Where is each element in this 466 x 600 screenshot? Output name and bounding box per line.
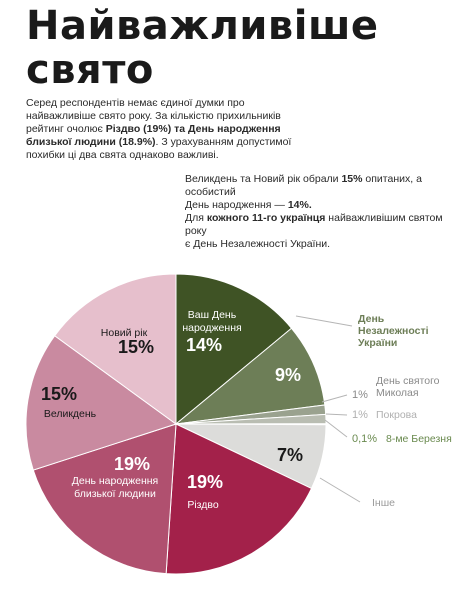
slice-name-label: Новий рік: [101, 327, 148, 339]
slice-value-label: 15%: [118, 337, 154, 357]
slice-name-label: Інше: [372, 497, 395, 509]
pie-slice: [54, 273, 177, 425]
slice-name-label: День народження: [72, 475, 159, 487]
slice-value-label: 9%: [275, 365, 301, 385]
leader-line: [325, 413, 348, 416]
slice-name-label: День святого: [376, 375, 440, 387]
pie-slice: [174, 327, 326, 425]
slice-value-label: 19%: [187, 472, 223, 492]
intro-text-c: . З урахуванням допустимої похибки ці дв…: [26, 136, 292, 161]
slice-value-label: 1%: [352, 409, 368, 421]
title-line-1: Найважливіше: [26, 3, 379, 49]
leader-line: [295, 315, 353, 327]
intro-text-a: Серед респондентів немає єдиної думки пр…: [26, 97, 281, 135]
note-paragraph: Великдень та Новий рік обрали 15% опитан…: [185, 173, 460, 251]
leader-line: [321, 394, 348, 403]
slice-name-label: 8-ме Березня: [386, 433, 452, 445]
note-l3-a: Для: [185, 212, 207, 224]
slice-value-label: 19%: [114, 454, 150, 474]
pie-slice: [32, 423, 177, 575]
slice-name-label: Ваш День: [188, 309, 237, 321]
note-l1-b: 15%: [341, 173, 363, 185]
pie-slice: [175, 273, 293, 426]
note-l2-b: 14%.: [287, 199, 312, 211]
pie-slice: [165, 423, 313, 575]
note-l3-b: кожного 11-го українця: [206, 212, 326, 224]
slice-value-label: 1%: [352, 389, 368, 401]
note-l1-c: опитаних, а особистий: [185, 173, 422, 198]
slice-value-label: 14%: [186, 335, 222, 355]
slice-value-label: 0,1%: [352, 433, 377, 445]
slice-name-label: України: [358, 337, 397, 349]
note-l3-c: найважливішим святом року: [185, 212, 443, 237]
slice-name-label: близької людини: [74, 488, 156, 500]
slice-name-label: народження: [182, 322, 241, 334]
slice-name-label: Незалежності: [358, 325, 429, 337]
leader-line: [319, 477, 361, 503]
page-title: Найважливіше свято: [26, 4, 379, 92]
slice-name-label: Миколая: [376, 387, 419, 399]
note-l2-a: День народження —: [185, 199, 288, 211]
slice-name-label: Великдень: [44, 408, 97, 420]
slice-name-label: Покрова: [376, 409, 417, 421]
slice-value-label: 15%: [41, 384, 77, 404]
pie-slice: [25, 335, 178, 471]
slice-name-label: День: [358, 313, 385, 325]
note-l1-a: Великдень та Новий рік обрали: [185, 173, 342, 185]
slice-value-label: 7%: [277, 445, 303, 465]
title-line-2: свято: [26, 47, 154, 93]
slice-name-label: Різдво: [187, 499, 219, 511]
intro-paragraph: Серед респондентів немає єдиної думки пр…: [26, 97, 316, 162]
note-l4: є День Незалежності України.: [185, 238, 331, 250]
intro-text-b: Різдво (19%) та День народження близької…: [26, 123, 281, 148]
leader-line: [324, 419, 348, 438]
